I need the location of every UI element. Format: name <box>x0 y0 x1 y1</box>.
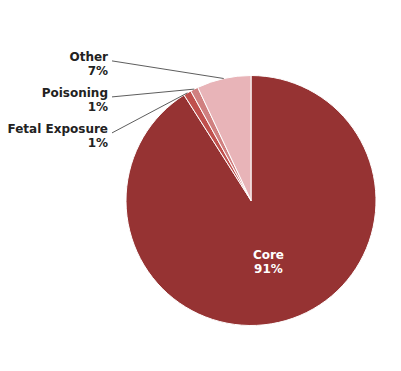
data-label: Fetal Exposure1% <box>8 122 109 150</box>
data-label-category: Poisoning <box>42 86 108 100</box>
data-label-category: Other <box>69 50 108 64</box>
chart: Core91%Other7%Poisoning1%Fetal Exposure1… <box>0 0 401 371</box>
data-label: Other7% <box>69 50 108 78</box>
data-label-value: 1% <box>88 100 108 114</box>
data-label-category: Fetal Exposure <box>8 122 109 136</box>
data-label-value: 7% <box>88 64 108 78</box>
data-label: Poisoning1% <box>42 86 108 114</box>
data-label-value: 1% <box>88 136 108 150</box>
data-label-category: Core <box>253 248 284 262</box>
data-label: Core91% <box>253 248 284 276</box>
data-labels: Core91%Other7%Poisoning1%Fetal Exposure1… <box>8 50 284 276</box>
leader-line <box>112 61 224 79</box>
pie <box>126 76 376 326</box>
pie-slice <box>126 76 376 326</box>
data-label-value: 91% <box>254 262 283 276</box>
leader-line <box>112 93 187 133</box>
pie-slice <box>198 76 251 201</box>
